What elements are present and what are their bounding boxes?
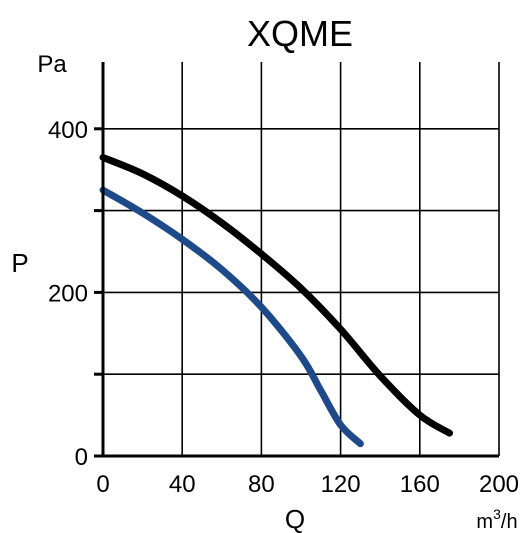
x-unit-label: m3/h: [476, 506, 517, 533]
chart-title: XQME: [247, 13, 353, 54]
x-tick-label: 40: [169, 471, 196, 498]
x-tick-label: 160: [400, 471, 440, 498]
y-tick-label: 200: [48, 280, 88, 307]
x-tick-label: 0: [96, 471, 109, 498]
curves: [99, 153, 453, 448]
x-unit-tail: /h: [501, 511, 518, 533]
x-tick-label: 80: [248, 471, 275, 498]
y-axis-label: P: [11, 248, 28, 278]
grid: [103, 62, 500, 456]
y-tick-label: 400: [48, 117, 88, 144]
x-axis-label: Q: [285, 504, 305, 533]
x-unit-base: m: [476, 511, 493, 533]
series-line-2: [99, 186, 364, 448]
axes: [96, 62, 499, 458]
series-line-1: [99, 153, 453, 437]
x-tick-label: 120: [321, 471, 361, 498]
x-tick-label: 200: [479, 471, 519, 498]
ticks: 0 40 80 120 160 200 0 200 400: [48, 117, 519, 498]
x-unit-superscript: 3: [493, 506, 501, 522]
y-tick-label: 0: [75, 444, 88, 471]
y-unit-label: Pa: [37, 51, 67, 78]
